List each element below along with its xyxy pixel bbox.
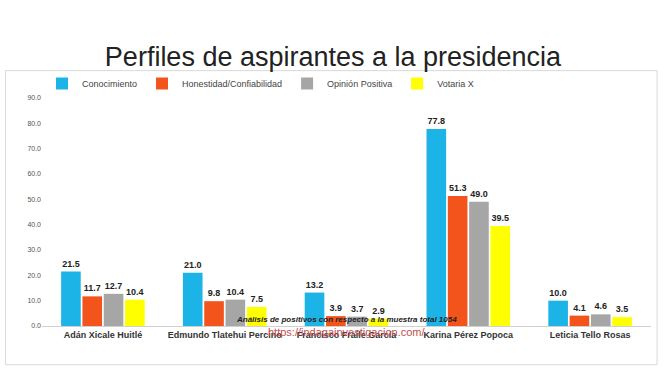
- svg-text:Opinión Positiva: Opinión Positiva: [327, 79, 392, 89]
- svg-text:3.7: 3.7: [351, 304, 364, 314]
- svg-text:Leticia Tello Rosas: Leticia Tello Rosas: [550, 330, 631, 340]
- svg-text:4.1: 4.1: [573, 303, 586, 313]
- svg-text:10.0: 10.0: [549, 288, 567, 298]
- svg-text:3.9: 3.9: [330, 303, 343, 313]
- svg-text:Adán Xicale Huitlé: Adán Xicale Huitlé: [64, 330, 143, 340]
- svg-text:50.0: 50.0: [27, 196, 41, 203]
- svg-text:13.2: 13.2: [306, 280, 324, 290]
- svg-text:21.0: 21.0: [184, 260, 202, 270]
- svg-text:49.0: 49.0: [470, 189, 488, 199]
- svg-text:30.0: 30.0: [27, 246, 41, 253]
- svg-text:40.0: 40.0: [27, 221, 41, 228]
- svg-text:39.5: 39.5: [492, 213, 510, 223]
- svg-text:Francisco Fraile García: Francisco Fraile García: [297, 330, 398, 340]
- svg-text:Conocimiento: Conocimiento: [82, 79, 137, 89]
- svg-text:10.4: 10.4: [126, 287, 144, 297]
- svg-text:2.9: 2.9: [372, 306, 385, 316]
- svg-text:11.7: 11.7: [84, 283, 101, 293]
- svg-text:https://indagainvestigacion.co: https://indagainvestigacion.com/: [268, 326, 425, 338]
- svg-text:Karina Pérez Popoca: Karina Pérez Popoca: [424, 330, 515, 340]
- svg-text:12.7: 12.7: [105, 281, 123, 291]
- svg-text:3.5: 3.5: [616, 304, 629, 314]
- svg-text:9.8: 9.8: [208, 288, 221, 298]
- svg-text:Votaria X: Votaria X: [437, 79, 474, 89]
- svg-text:20.0: 20.0: [27, 272, 41, 279]
- svg-text:51.3: 51.3: [449, 183, 467, 193]
- svg-text:10.0: 10.0: [27, 297, 41, 304]
- svg-text:77.8: 77.8: [428, 116, 446, 126]
- svg-text:4.6: 4.6: [594, 301, 607, 311]
- svg-text:0.0: 0.0: [31, 322, 41, 329]
- svg-text:21.5: 21.5: [62, 259, 80, 269]
- svg-text:80.0: 80.0: [27, 120, 41, 127]
- svg-text:10.4: 10.4: [227, 287, 245, 297]
- svg-text:Perfiles de aspirantes a la pr: Perfiles de aspirantes a la presidencia: [105, 42, 562, 72]
- svg-text:Análisis de positivos con resp: Análisis de positivos con respecto a la …: [236, 315, 457, 324]
- svg-text:Honestidad/Confiabilidad: Honestidad/Confiabilidad: [182, 79, 282, 89]
- svg-text:60.0: 60.0: [27, 170, 41, 177]
- svg-text:90.0: 90.0: [27, 94, 41, 101]
- svg-text:7.5: 7.5: [250, 294, 263, 304]
- svg-text:70.0: 70.0: [27, 145, 41, 152]
- svg-text:Edmundo Tlatehui Percino: Edmundo Tlatehui Percino: [168, 330, 283, 340]
